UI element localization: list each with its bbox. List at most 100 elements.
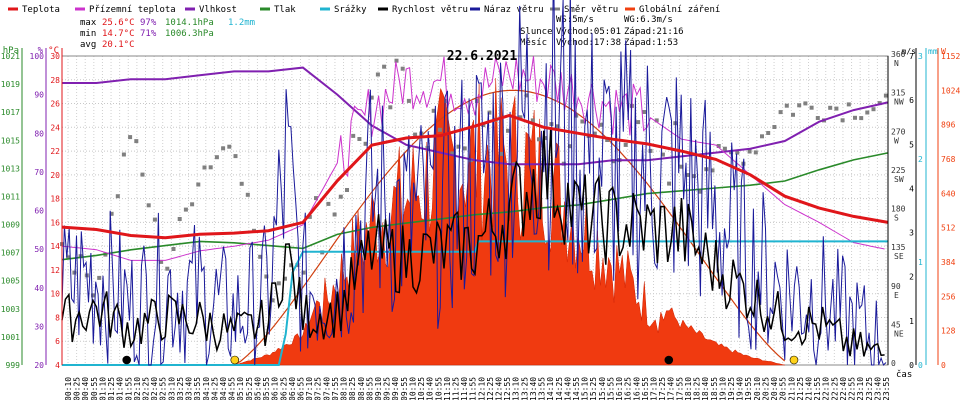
w-tick: 384 <box>941 258 956 267</box>
wind-direction-dot <box>481 123 486 128</box>
x-unit-label: čas <box>896 369 912 380</box>
x-tick-label: 02:10 <box>133 377 142 400</box>
ms-tick: 1 <box>909 317 914 326</box>
wind-direction-dot <box>128 135 133 140</box>
x-tick-label: 10:40 <box>426 377 435 400</box>
x-tick-label: 23:55 <box>882 377 891 400</box>
legend-label: Náraz větru <box>484 5 544 15</box>
x-tick-label: 20:10 <box>753 377 762 400</box>
x-tick-label: 16:25 <box>624 377 633 400</box>
ms-tick: 0 <box>909 361 914 370</box>
ms-tick: 7 <box>909 52 914 61</box>
sunset-marker <box>789 355 799 365</box>
wind-direction-dot <box>747 149 752 154</box>
celsius-tick: 12 <box>50 266 60 275</box>
x-tick-label: 11:10 <box>443 377 452 400</box>
wind-direction-dot <box>518 115 523 120</box>
sun-curve <box>233 89 786 366</box>
x-tick-label: 06:10 <box>271 377 280 400</box>
hpa-tick: 1003 <box>1 305 20 314</box>
stats-label: max <box>80 18 97 28</box>
wind-direction-dot <box>691 174 696 179</box>
x-tick-label: 04:40 <box>219 377 228 400</box>
hpa-tick: 1017 <box>1 108 20 117</box>
direction-name: W <box>894 136 899 145</box>
x-tick-label: 22:40 <box>839 377 848 400</box>
x-tick-label: 15:55 <box>606 377 615 400</box>
wind-direction-dot <box>815 116 820 120</box>
wind-direction-dot <box>345 188 349 192</box>
x-tick-label: 01:25 <box>107 377 116 400</box>
wind-direction-dot <box>623 142 628 147</box>
w-tick: 512 <box>941 224 956 233</box>
direction-tick: 45 <box>891 320 901 329</box>
x-tick-label: 09:10 <box>374 377 383 400</box>
hpa-tick: 999 <box>6 361 21 370</box>
w-tick: 1152 <box>941 52 960 61</box>
legend-label: Rychlost větru <box>392 5 468 15</box>
ms-tick: 6 <box>909 96 914 105</box>
wind-direction-dot <box>264 274 269 279</box>
wind-direction-dot <box>351 133 356 138</box>
wind-direction-dot <box>537 137 541 142</box>
x-tick-label: 02:25 <box>141 377 150 400</box>
x-tick-label: 08:10 <box>340 377 349 400</box>
x-tick-label: 02:40 <box>150 377 159 400</box>
humidity-tick: 50 <box>34 245 44 254</box>
wind-direction-dot <box>165 266 170 271</box>
info-moon-rise: Východ:17:38 <box>556 38 621 48</box>
info-sun-label: Slunce <box>520 27 553 37</box>
legend-label: Směr větru <box>564 5 618 15</box>
hpa-axis-label: hPa <box>3 46 19 56</box>
w-tick: 1024 <box>941 86 960 95</box>
x-tick-label: 14:40 <box>563 377 572 400</box>
wind-direction-dot <box>233 154 238 159</box>
direction-name: NW <box>894 98 904 107</box>
wind-direction-dot <box>648 148 653 153</box>
hpa-tick: 1005 <box>1 277 20 286</box>
x-tick-label: 12:25 <box>486 377 495 400</box>
ms-tick: 3 <box>909 229 914 238</box>
wind-direction-dot <box>152 217 157 222</box>
ms-axis-label: m/s <box>902 47 917 56</box>
x-tick-label: 04:10 <box>202 377 211 400</box>
x-tick-label: 05:55 <box>262 377 271 400</box>
wind-direction-dot <box>183 207 188 212</box>
x-tick-label: 21:55 <box>813 377 822 400</box>
w-tick: 896 <box>941 121 956 130</box>
stats-label: avg <box>80 40 96 50</box>
wind-direction-dot <box>338 194 343 199</box>
hpa-tick: 1009 <box>1 221 20 230</box>
wind-direction-dot <box>406 98 411 103</box>
wind-direction-dot <box>289 263 294 268</box>
wind-direction-dot <box>685 173 690 177</box>
celsius-tick: 22 <box>50 147 60 156</box>
x-tick-label: 19:55 <box>744 377 753 400</box>
x-tick-label: 22:10 <box>822 377 831 400</box>
x-tick-label: 12:55 <box>503 377 512 400</box>
x-tick-label: 13:25 <box>520 377 529 400</box>
direction-tick: 315 <box>891 89 906 98</box>
w-tick: 256 <box>941 292 956 301</box>
wind-direction-dot <box>877 101 882 106</box>
x-tick-label: 00:55 <box>90 377 99 400</box>
wind-direction-dot <box>722 146 727 151</box>
x-tick-label: 11:40 <box>460 377 469 400</box>
hpa-tick: 1015 <box>1 136 20 145</box>
x-tick-label: 03:10 <box>167 377 176 400</box>
wind-direction-dot <box>735 150 740 155</box>
legend-label: Přízemní teplota <box>89 5 176 15</box>
mm-tick: 1 <box>918 258 923 267</box>
wind-direction-dot <box>202 165 207 170</box>
x-tick-label: 05:25 <box>245 377 254 400</box>
temperature-line <box>61 113 889 240</box>
x-tick-label: 15:40 <box>598 377 607 400</box>
legend-label: Tlak <box>274 5 296 15</box>
wind-direction-dot <box>270 298 275 303</box>
stats-label: min <box>80 29 96 39</box>
wind-direction-dot <box>276 281 281 286</box>
x-tick-label: 13:55 <box>538 377 547 400</box>
wind-direction-dot <box>326 201 331 206</box>
legend-label: Teplota <box>22 5 60 15</box>
